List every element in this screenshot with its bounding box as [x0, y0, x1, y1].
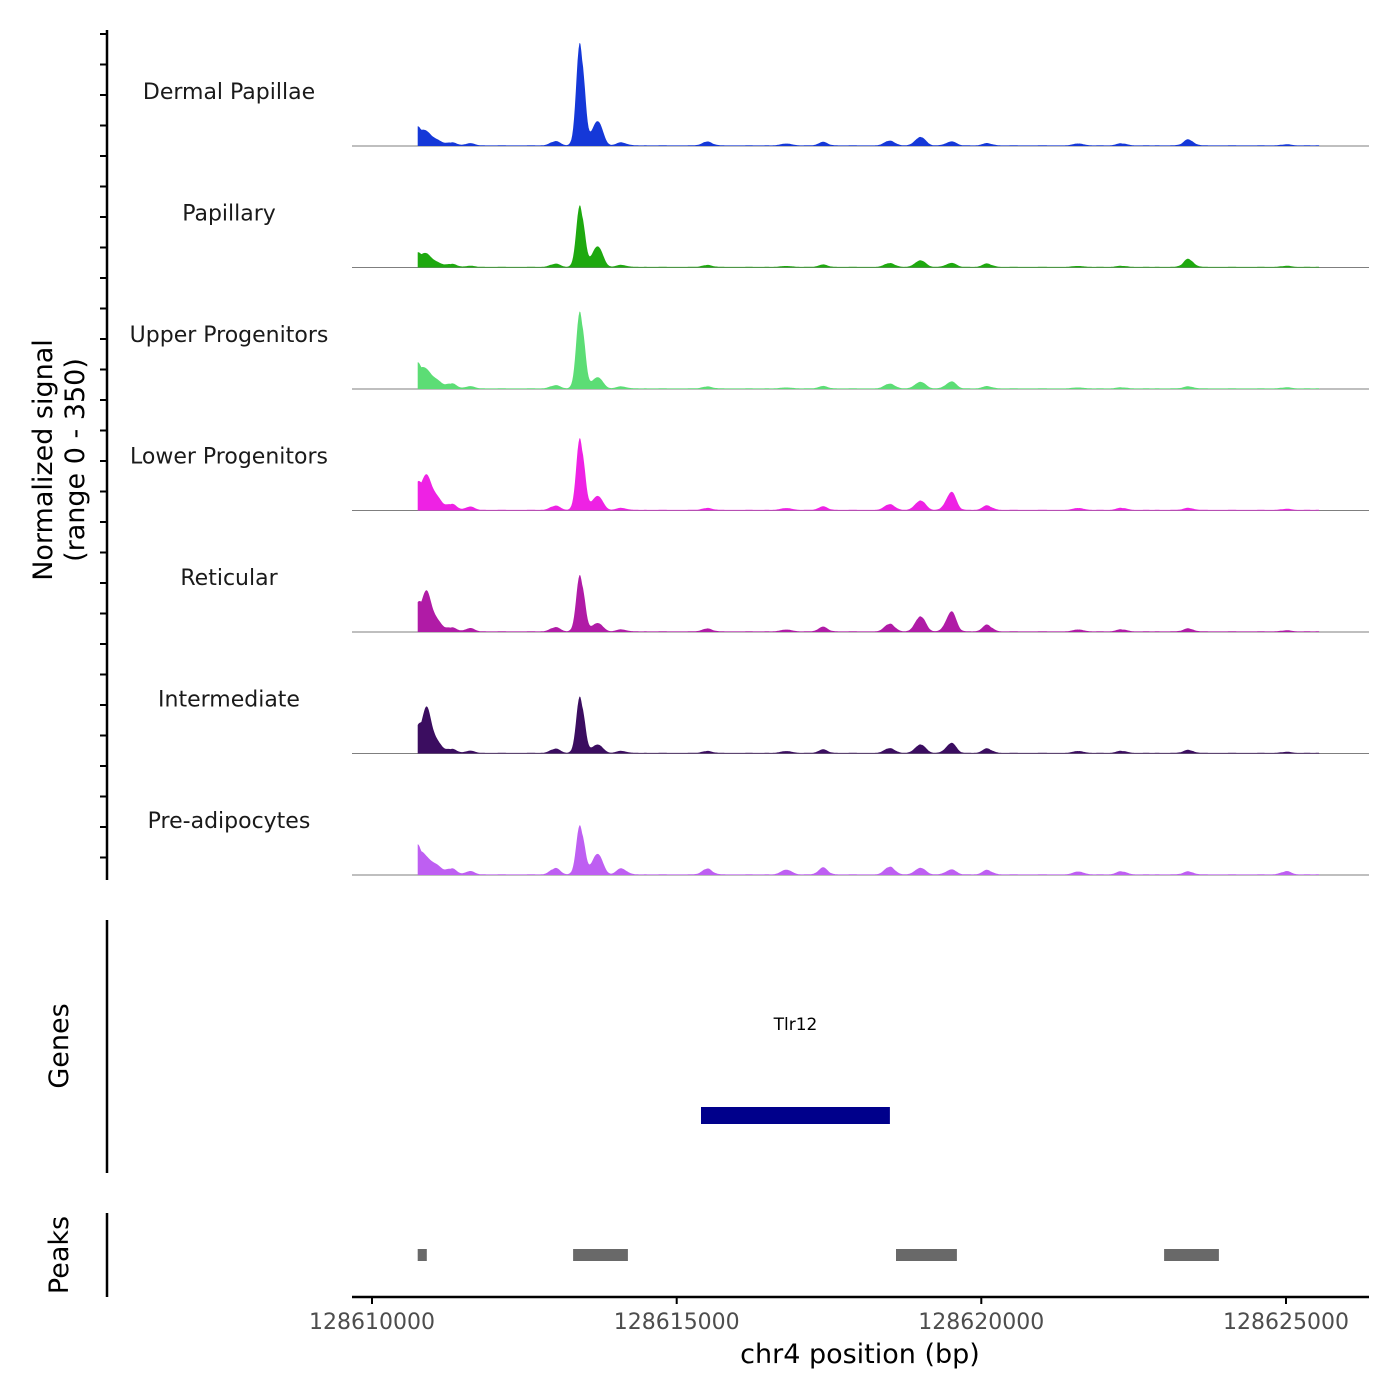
- coverage-area: [417, 438, 1320, 511]
- x-tick-label: 128610000: [309, 1310, 435, 1335]
- coverage-area: [417, 575, 1320, 632]
- peak-region: [573, 1249, 628, 1261]
- peak-region: [1164, 1249, 1219, 1261]
- x-tick-label: 128615000: [614, 1310, 740, 1335]
- coverage-track: Reticular: [180, 566, 1369, 633]
- coverage-area: [417, 205, 1320, 268]
- gene-body: [701, 1107, 890, 1124]
- coverage-track: Intermediate: [158, 688, 1369, 754]
- y-axis-title: Normalized signal (range 0 - 350): [28, 339, 91, 581]
- track-label: Dermal Papillae: [143, 80, 315, 105]
- track-label: Papillary: [182, 202, 276, 227]
- track-label: Pre-adipocytes: [148, 809, 311, 834]
- gene-label: Tlr12: [773, 1015, 818, 1035]
- x-axis-ticks: 128610000 128615000 128620000 128625000: [309, 1297, 1349, 1335]
- coverage-y-ticks: [100, 33, 107, 859]
- peak-regions: [417, 1249, 1219, 1261]
- track-label: Intermediate: [158, 688, 300, 713]
- coverage-area: [417, 696, 1320, 754]
- peak-region: [417, 1249, 427, 1261]
- coverage-area: [417, 311, 1320, 389]
- genes-panel-label: Genes: [44, 1003, 75, 1088]
- coverage-track: Dermal Papillae: [143, 42, 1369, 147]
- coverage-track: Upper Progenitors: [130, 311, 1369, 390]
- x-tick-label: 128625000: [1223, 1310, 1349, 1335]
- coverage-area: [417, 825, 1320, 875]
- y-axis-title-line2: (range 0 - 350): [60, 358, 91, 562]
- track-label: Upper Progenitors: [130, 323, 329, 348]
- peaks-panel-label: Peaks: [44, 1216, 75, 1294]
- track-label: Reticular: [180, 566, 278, 591]
- y-axis-title-line1: Normalized signal: [28, 339, 59, 581]
- peak-region: [896, 1249, 957, 1261]
- coverage-track: Pre-adipocytes: [148, 809, 1369, 876]
- track-label: Lower Progenitors: [130, 445, 328, 470]
- x-tick-label: 128620000: [918, 1310, 1044, 1335]
- coverage-track: Lower Progenitors: [130, 438, 1369, 511]
- coverage-tracks: Dermal Papillae Papillary Upper Progenitor…: [130, 42, 1369, 876]
- coverage-area: [417, 42, 1320, 146]
- gene-annotations: Tlr12: [701, 1015, 890, 1124]
- coverage-track: Papillary: [182, 202, 1369, 268]
- x-axis-title: chr4 position (bp): [740, 1339, 980, 1370]
